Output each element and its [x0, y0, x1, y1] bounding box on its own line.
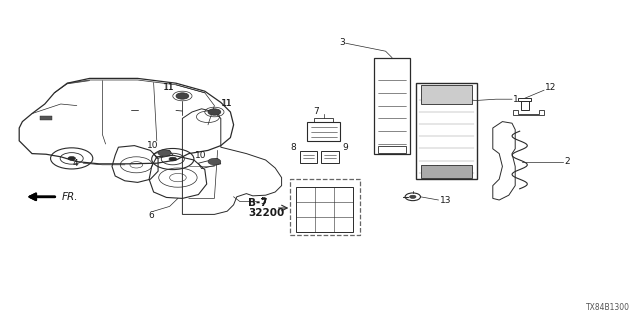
Bar: [421, 165, 472, 178]
Bar: [40, 116, 52, 120]
Text: 9: 9: [342, 143, 348, 152]
Text: 4: 4: [72, 159, 78, 168]
Text: 8: 8: [291, 143, 296, 152]
Bar: [296, 187, 353, 232]
Text: 3: 3: [339, 38, 345, 47]
Bar: [290, 179, 360, 235]
Text: 7: 7: [314, 108, 319, 116]
Text: 32200: 32200: [248, 208, 285, 219]
Bar: [307, 122, 340, 141]
Circle shape: [158, 150, 171, 156]
Bar: [521, 101, 529, 110]
Bar: [314, 118, 333, 122]
Circle shape: [68, 156, 76, 160]
Text: 10: 10: [195, 151, 207, 160]
Bar: [421, 85, 472, 104]
Circle shape: [410, 195, 416, 198]
Text: 2: 2: [564, 157, 570, 166]
Text: FR.: FR.: [61, 192, 78, 202]
Bar: [518, 98, 531, 101]
Text: 1: 1: [513, 95, 519, 104]
Circle shape: [208, 109, 221, 115]
Circle shape: [169, 157, 177, 161]
Text: 10: 10: [147, 141, 158, 150]
Text: 11: 11: [163, 84, 173, 92]
Circle shape: [208, 158, 221, 165]
Bar: [300, 151, 317, 163]
Text: 6: 6: [149, 211, 154, 220]
Bar: [416, 83, 477, 179]
Text: B-7: B-7: [248, 198, 268, 208]
Text: 5: 5: [260, 197, 266, 206]
Text: TX84B1300: TX84B1300: [586, 303, 630, 312]
Circle shape: [176, 93, 189, 99]
Text: 12: 12: [545, 84, 557, 92]
Bar: [321, 151, 339, 163]
Text: 13: 13: [440, 196, 451, 205]
Text: 11: 11: [221, 100, 231, 108]
Text: 11: 11: [163, 84, 175, 92]
Text: 11: 11: [221, 100, 232, 108]
Bar: [374, 58, 410, 154]
